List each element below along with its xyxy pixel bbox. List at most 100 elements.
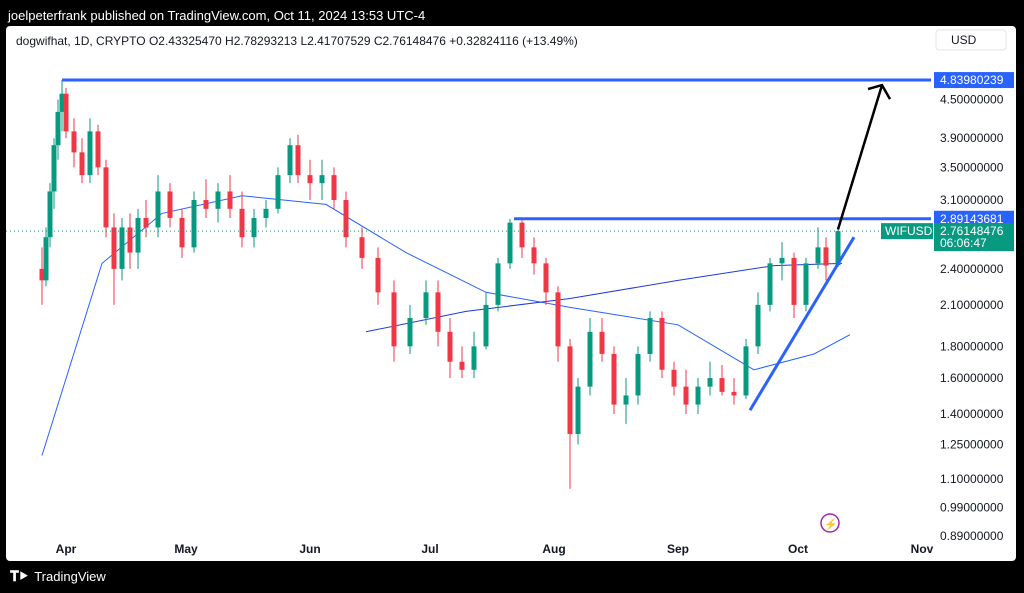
- y-tick-label: 3.50000000: [940, 160, 1004, 174]
- candle-body: [815, 247, 821, 264]
- candle-body: [319, 175, 325, 184]
- candle-body: [295, 145, 301, 176]
- candle-body: [155, 191, 161, 228]
- last-price-tag: [934, 223, 1014, 252]
- candle-body: [71, 131, 77, 153]
- symbol-tag-label: WIFUSD: [885, 224, 933, 238]
- candle-body: [111, 227, 117, 269]
- footer: 𝐓⯈ TradingView: [10, 568, 106, 585]
- candle-body: [743, 346, 749, 396]
- candle-body: [635, 353, 641, 396]
- candle-body: [127, 227, 133, 253]
- level-price-label: 4.83980239: [940, 73, 1004, 87]
- candle-body: [599, 331, 605, 354]
- ohlc-legend-part: dogwifhat, 1D, CRYPTO: [16, 34, 149, 48]
- candle-body: [471, 346, 477, 370]
- y-tick-label: 0.89000000: [940, 529, 1004, 543]
- candle-body: [531, 247, 537, 264]
- countdown-label: 06:06:47: [940, 236, 987, 250]
- currency-box: [935, 29, 1007, 51]
- candle-body: [103, 167, 109, 228]
- candle-body: [343, 200, 349, 238]
- candle-body: [95, 131, 101, 168]
- currency-label: USD: [951, 33, 977, 47]
- y-tick-label: 4.50000000: [940, 93, 1004, 107]
- candle-body: [767, 263, 773, 305]
- x-tick-label: Apr: [56, 542, 77, 556]
- candle-body: [543, 263, 549, 293]
- candle-body: [495, 263, 501, 305]
- candle-body: [647, 317, 653, 354]
- x-tick-label: Nov: [911, 542, 934, 556]
- level-price-label: 2.89143681: [940, 212, 1004, 226]
- candle-body: [51, 145, 57, 192]
- x-tick-label: May: [174, 542, 198, 556]
- chart[interactable]: dogwifhat, 1D, CRYPTO O2.43325470 H2.782…: [6, 26, 1016, 561]
- y-tick-label: 2.40000000: [940, 262, 1004, 276]
- candle-body: [63, 93, 69, 132]
- candle-body: [791, 257, 797, 305]
- level-price-tag: [934, 210, 1014, 227]
- y-tick-label: 1.40000000: [940, 407, 1004, 421]
- footer-brand[interactable]: TradingView: [34, 569, 106, 584]
- candle-body: [119, 227, 125, 269]
- candle-body: [423, 292, 429, 318]
- candle-body: [179, 217, 185, 248]
- ohlc-legend-part: H2.78293213: [225, 34, 300, 48]
- chart-panel[interactable]: dogwifhat, 1D, CRYPTO O2.43325470 H2.782…: [6, 26, 1016, 561]
- candle-body: [683, 386, 689, 405]
- candle-body: [263, 208, 269, 218]
- x-tick-label: Sep: [667, 542, 689, 556]
- candle-body: [227, 191, 233, 209]
- ma-long-line: [41, 195, 851, 456]
- candle-body: [135, 217, 141, 253]
- tradingview-logo-icon[interactable]: 𝐓⯈: [10, 568, 29, 584]
- ohlc-legend-part: C2.76148476: [374, 34, 449, 48]
- candle-body: [55, 111, 61, 146]
- symbol-tag: [881, 223, 933, 240]
- candle-body: [659, 317, 665, 370]
- lightning-icon: [820, 513, 840, 533]
- ohlc-legend-part: O2.43325470: [149, 34, 225, 48]
- level-price-tag: [934, 72, 1014, 89]
- candle-body: [731, 391, 737, 396]
- candle-body: [835, 231, 841, 266]
- candle-body: [143, 217, 149, 228]
- y-tick-label: 3.90000000: [940, 131, 1004, 145]
- support-trendline: [748, 236, 856, 411]
- candle-body: [519, 222, 525, 248]
- y-tick-label: 1.25000000: [940, 438, 1004, 452]
- candle-body: [671, 369, 677, 387]
- candle-body: [779, 257, 785, 264]
- y-tick-label: 1.60000000: [940, 371, 1004, 385]
- ohlc-legend-part: L2.41707529: [300, 34, 373, 48]
- candle-body: [59, 93, 65, 112]
- y-tick-label: 3.10000000: [940, 193, 1004, 207]
- lightning-icon-glyph: ⚡: [824, 518, 838, 531]
- candle-body: [331, 175, 337, 201]
- candle-body: [407, 317, 413, 347]
- candle-body: [623, 395, 629, 405]
- candle-body: [251, 217, 257, 238]
- candle-body: [375, 257, 381, 293]
- candle-body: [191, 200, 197, 248]
- candle-body: [215, 191, 221, 209]
- candle-body: [435, 292, 441, 332]
- candle-body: [483, 304, 489, 347]
- last-price-label: 2.76148476: [940, 224, 1004, 238]
- candle-body: [719, 378, 725, 392]
- x-tick-label: Jun: [299, 542, 320, 556]
- projection-arrow: [836, 84, 884, 230]
- candle-body: [275, 175, 281, 209]
- candle-body: [555, 292, 561, 347]
- y-tick-label: 2.10000000: [940, 298, 1004, 312]
- x-tick-label: Oct: [788, 542, 808, 556]
- x-tick-label: Aug: [542, 542, 565, 556]
- candle-body: [47, 191, 53, 238]
- y-tick-label: 1.10000000: [940, 472, 1004, 486]
- candle-body: [287, 145, 293, 176]
- candle-body: [203, 200, 209, 209]
- x-tick-label: Jul: [421, 542, 438, 556]
- candle-body: [803, 263, 809, 305]
